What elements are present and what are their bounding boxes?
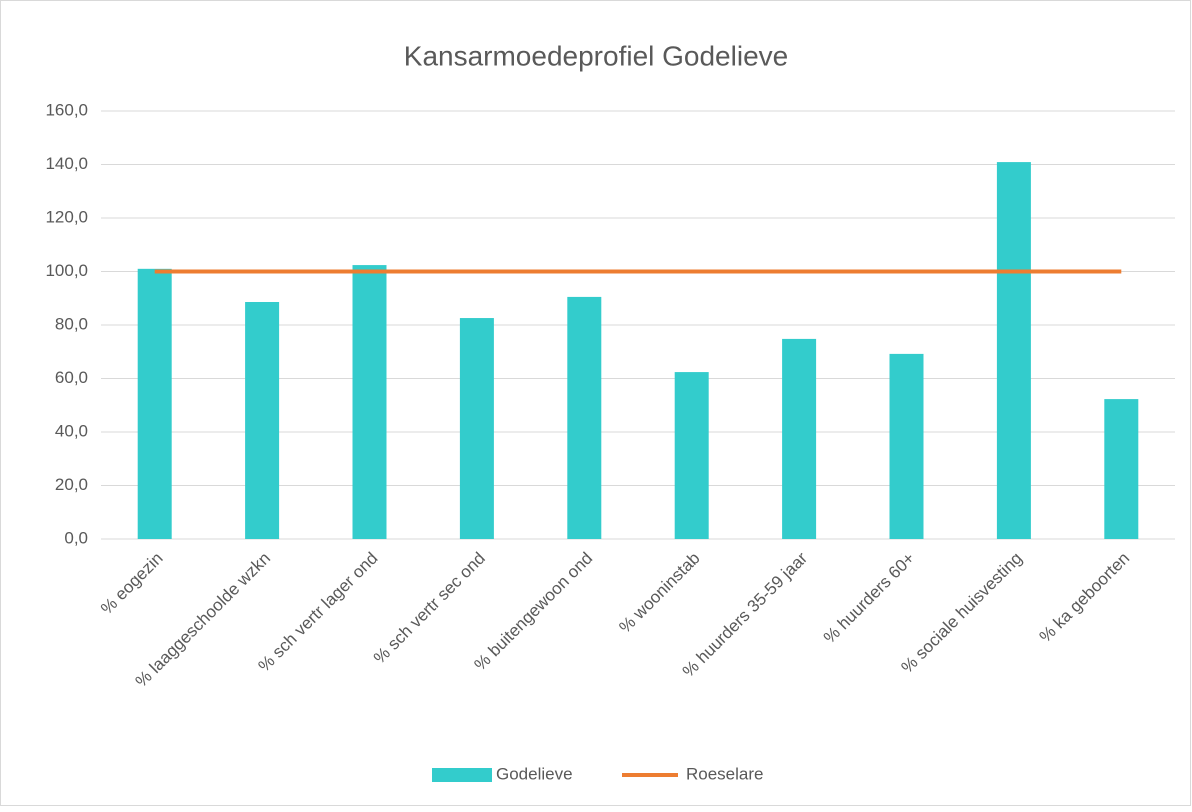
bar <box>459 318 494 539</box>
bar <box>782 338 817 539</box>
bar <box>245 301 280 539</box>
legend-label: Godelieve <box>496 764 573 783</box>
bar <box>674 372 709 539</box>
y-tick-label: 40,0 <box>55 421 88 440</box>
legend-label: Roeselare <box>686 764 764 783</box>
legend-swatch <box>432 768 492 782</box>
y-tick-label: 0,0 <box>64 528 88 547</box>
bar <box>996 162 1031 539</box>
chart-title: Kansarmoedeprofiel Godelieve <box>404 40 788 71</box>
y-tick-label: 160,0 <box>45 100 88 119</box>
y-tick-label: 20,0 <box>55 475 88 494</box>
y-tick-label: 80,0 <box>55 314 88 333</box>
bar <box>137 268 172 539</box>
bar <box>889 353 924 539</box>
bar <box>1104 399 1139 539</box>
bar <box>352 265 387 539</box>
y-tick-label: 100,0 <box>45 261 88 280</box>
y-tick-label: 120,0 <box>45 207 88 226</box>
y-tick-label: 140,0 <box>45 154 88 173</box>
bar <box>567 296 602 539</box>
y-tick-label: 60,0 <box>55 368 88 387</box>
